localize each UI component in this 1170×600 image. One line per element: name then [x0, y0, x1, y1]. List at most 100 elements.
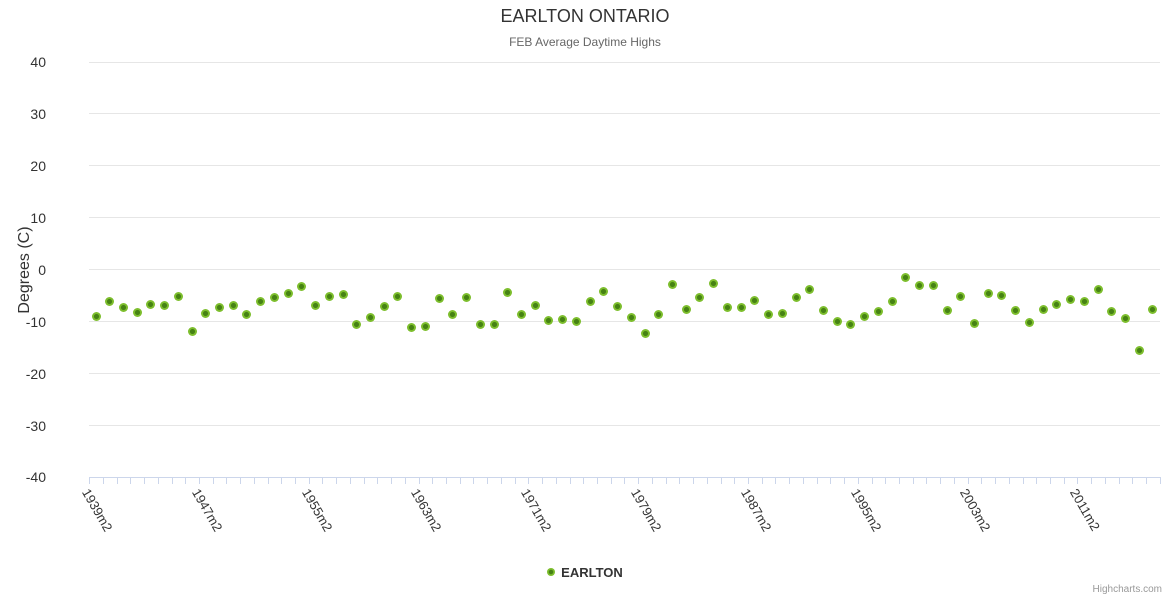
x-axis-tick: [267, 478, 269, 484]
data-point[interactable]: [585, 296, 595, 306]
data-point[interactable]: [695, 293, 705, 303]
x-axis-tick: [912, 478, 914, 484]
data-point[interactable]: [969, 318, 979, 328]
data-point[interactable]: [91, 312, 101, 321]
data-point[interactable]: [1079, 296, 1089, 306]
data-point[interactable]: [1134, 346, 1144, 356]
data-point[interactable]: [118, 303, 128, 313]
data-point[interactable]: [420, 322, 430, 332]
data-point[interactable]: [846, 319, 856, 329]
x-axis-tick: [185, 478, 187, 484]
data-point[interactable]: [462, 292, 472, 302]
data-point[interactable]: [1066, 294, 1075, 304]
data-point[interactable]: [187, 327, 197, 337]
data-point[interactable]: [887, 297, 897, 307]
data-point[interactable]: [407, 322, 417, 332]
data-point[interactable]: [860, 311, 870, 321]
data-point[interactable]: [1093, 284, 1103, 294]
data-point[interactable]: [352, 319, 362, 329]
x-axis-tick: [569, 478, 571, 484]
x-axis-tick: [651, 478, 653, 484]
legend-item-earlton[interactable]: EARLTON: [0, 563, 1170, 581]
data-point[interactable]: [1107, 306, 1117, 316]
x-axis-tick: [212, 478, 214, 484]
data-point[interactable]: [324, 292, 334, 302]
data-point[interactable]: [805, 285, 815, 294]
data-point[interactable]: [173, 291, 183, 301]
data-point[interactable]: [242, 310, 252, 320]
data-point[interactable]: [736, 302, 746, 312]
data-point[interactable]: [791, 293, 801, 303]
data-point[interactable]: [1038, 304, 1048, 314]
y-gridline: [89, 425, 1160, 427]
y-gridline: [89, 165, 1160, 167]
data-point[interactable]: [1148, 304, 1158, 314]
x-axis-tick: [295, 478, 296, 484]
data-point[interactable]: [338, 290, 348, 300]
data-point[interactable]: [256, 296, 266, 306]
x-axis-tick: [665, 478, 667, 484]
data-point[interactable]: [709, 279, 719, 289]
data-point[interactable]: [434, 294, 444, 304]
data-point[interactable]: [873, 307, 883, 317]
data-point[interactable]: [201, 308, 211, 318]
data-point[interactable]: [640, 329, 650, 339]
data-point[interactable]: [956, 292, 966, 302]
x-axis-label: 1971m2: [518, 486, 555, 535]
data-point[interactable]: [558, 314, 568, 324]
data-point[interactable]: [928, 281, 938, 291]
data-point[interactable]: [311, 301, 321, 311]
data-point[interactable]: [571, 317, 581, 327]
data-point[interactable]: [915, 280, 924, 290]
data-point[interactable]: [983, 288, 993, 298]
x-axis-tick: [487, 478, 489, 484]
data-point[interactable]: [503, 287, 513, 297]
data-point[interactable]: [1052, 299, 1062, 309]
data-point[interactable]: [448, 309, 458, 319]
data-point[interactable]: [818, 306, 828, 316]
data-point[interactable]: [146, 300, 156, 309]
x-axis-tick: [322, 478, 324, 484]
data-point[interactable]: [997, 291, 1007, 301]
data-point[interactable]: [530, 300, 540, 310]
data-point[interactable]: [228, 300, 238, 310]
data-point[interactable]: [613, 301, 622, 311]
data-point[interactable]: [599, 287, 609, 297]
data-point[interactable]: [489, 319, 499, 329]
x-axis-tick: [981, 478, 983, 484]
data-point[interactable]: [722, 302, 732, 312]
data-point[interactable]: [366, 312, 375, 322]
data-point[interactable]: [901, 273, 911, 282]
data-point[interactable]: [1024, 318, 1034, 328]
data-point[interactable]: [393, 292, 403, 302]
data-point[interactable]: [832, 317, 842, 327]
data-point[interactable]: [1011, 306, 1021, 316]
data-point[interactable]: [764, 310, 773, 320]
data-point[interactable]: [105, 297, 115, 307]
data-point[interactable]: [544, 315, 554, 325]
x-axis-tick: [995, 478, 996, 484]
data-point[interactable]: [215, 303, 224, 313]
x-axis-tick: [391, 478, 393, 484]
data-point[interactable]: [750, 295, 760, 305]
data-point[interactable]: [269, 293, 279, 303]
data-point[interactable]: [1120, 313, 1130, 323]
data-point[interactable]: [654, 309, 664, 319]
data-point[interactable]: [475, 320, 485, 330]
data-point[interactable]: [160, 301, 170, 311]
data-point[interactable]: [283, 289, 293, 299]
data-point[interactable]: [132, 308, 142, 318]
data-point[interactable]: [379, 301, 389, 311]
x-axis-tick: [349, 478, 351, 484]
data-point[interactable]: [668, 279, 677, 289]
data-point[interactable]: [297, 281, 307, 291]
data-point[interactable]: [777, 309, 787, 319]
data-point[interactable]: [626, 312, 636, 322]
x-axis-tick: [679, 478, 681, 484]
x-axis-tick: [638, 478, 640, 484]
data-point[interactable]: [517, 310, 526, 320]
highcharts-credits-link[interactable]: Highcharts.com: [1092, 584, 1162, 595]
data-point[interactable]: [942, 305, 952, 315]
data-point[interactable]: [681, 304, 691, 314]
